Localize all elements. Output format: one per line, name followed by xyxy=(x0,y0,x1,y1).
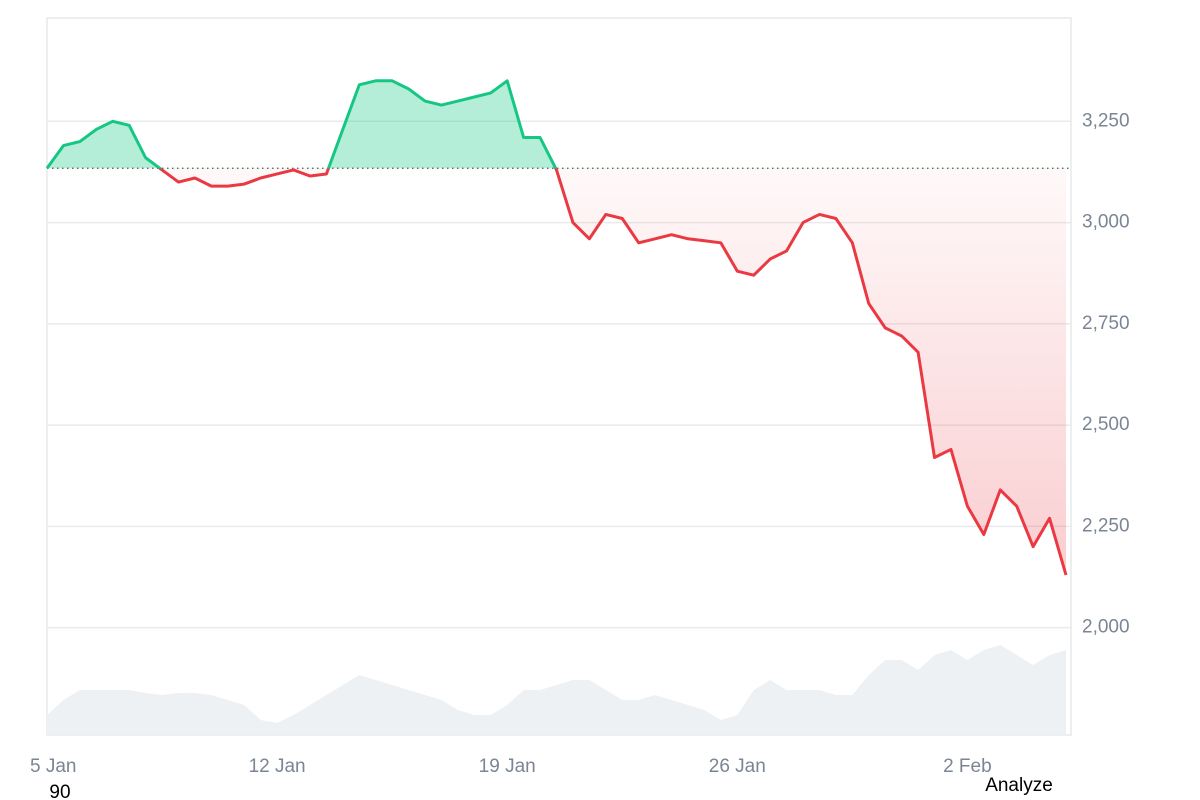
y-tick-label: 2,000 xyxy=(1082,617,1130,638)
x-tick-label: 19 Jan xyxy=(479,756,536,777)
baseline-area xyxy=(47,80,1066,575)
x-tick-label: 26 Jan xyxy=(709,756,766,777)
x-tick-label: 2 Feb xyxy=(943,756,992,777)
y-tick-label: 2,500 xyxy=(1082,414,1130,435)
x-tick-label: 5 Jan xyxy=(30,756,76,777)
x-tick-label: 12 Jan xyxy=(249,756,306,777)
y-tick-label: 2,250 xyxy=(1082,515,1130,536)
y-tick-label: 2,750 xyxy=(1082,313,1130,334)
analyze-button[interactable]: Analyze xyxy=(985,775,1053,796)
footer-label: 90 xyxy=(49,782,70,800)
volume-area xyxy=(47,645,1066,735)
price-line xyxy=(45,79,1068,576)
y-tick-label: 3,000 xyxy=(1082,212,1130,233)
y-tick-label: 3,250 xyxy=(1082,110,1130,131)
